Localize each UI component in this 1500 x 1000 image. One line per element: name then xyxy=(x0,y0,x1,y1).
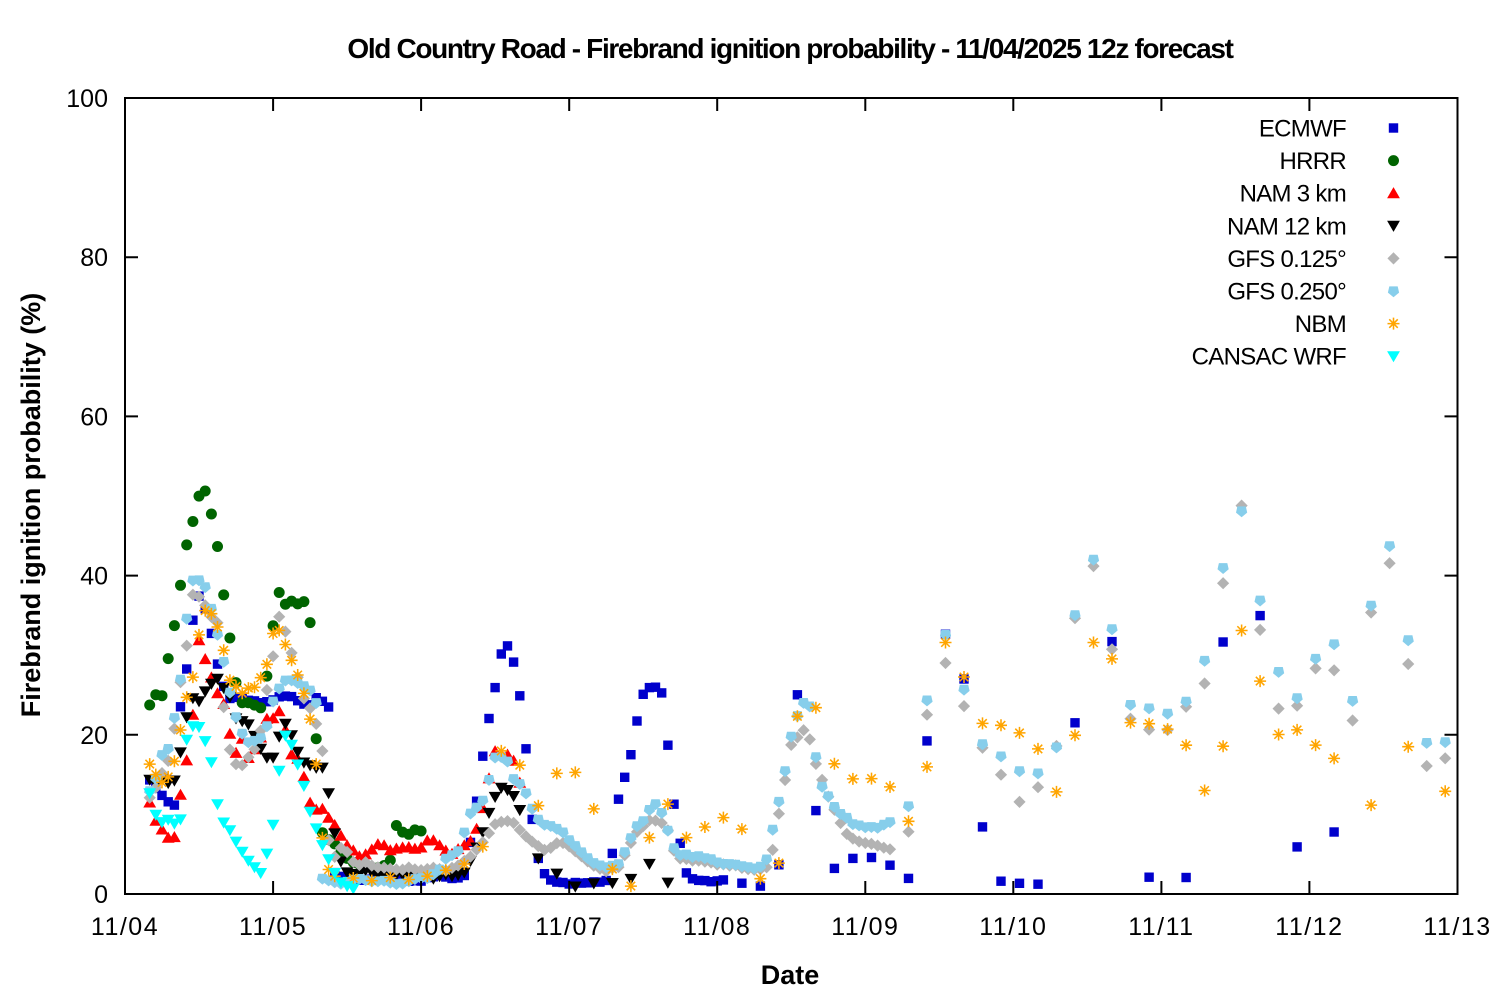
svg-text:11/09: 11/09 xyxy=(831,913,899,941)
svg-text:11/08: 11/08 xyxy=(683,913,751,941)
svg-text:HRRR: HRRR xyxy=(1279,148,1346,175)
svg-text:Old Country Road - Firebrand i: Old Country Road - Firebrand ignition pr… xyxy=(347,33,1233,64)
svg-text:NAM 3 km: NAM 3 km xyxy=(1240,181,1346,208)
svg-text:0: 0 xyxy=(94,881,108,909)
svg-text:40: 40 xyxy=(80,563,108,591)
svg-text:11/07: 11/07 xyxy=(535,913,603,941)
svg-text:11/04: 11/04 xyxy=(91,913,159,941)
svg-text:80: 80 xyxy=(80,244,108,272)
svg-text:NBM: NBM xyxy=(1295,311,1346,338)
svg-text:11/11: 11/11 xyxy=(1128,913,1194,941)
svg-text:11/13: 11/13 xyxy=(1423,913,1491,941)
svg-text:Firebrand ignition probability: Firebrand ignition probability (%) xyxy=(16,293,46,718)
svg-text:Date: Date xyxy=(761,960,820,990)
svg-text:CANSAC WRF: CANSAC WRF xyxy=(1192,344,1346,371)
svg-text:ECMWF: ECMWF xyxy=(1259,116,1346,143)
svg-text:20: 20 xyxy=(80,722,108,750)
svg-text:11/05: 11/05 xyxy=(239,913,307,941)
svg-text:60: 60 xyxy=(80,403,108,431)
svg-text:11/10: 11/10 xyxy=(979,913,1047,941)
svg-text:100: 100 xyxy=(66,85,108,113)
svg-text:GFS 0.250°: GFS 0.250° xyxy=(1227,279,1346,306)
svg-text:11/12: 11/12 xyxy=(1275,913,1343,941)
svg-text:NAM 12 km: NAM 12 km xyxy=(1227,213,1346,240)
svg-text:11/06: 11/06 xyxy=(387,913,455,941)
svg-text:GFS 0.125°: GFS 0.125° xyxy=(1227,246,1346,273)
